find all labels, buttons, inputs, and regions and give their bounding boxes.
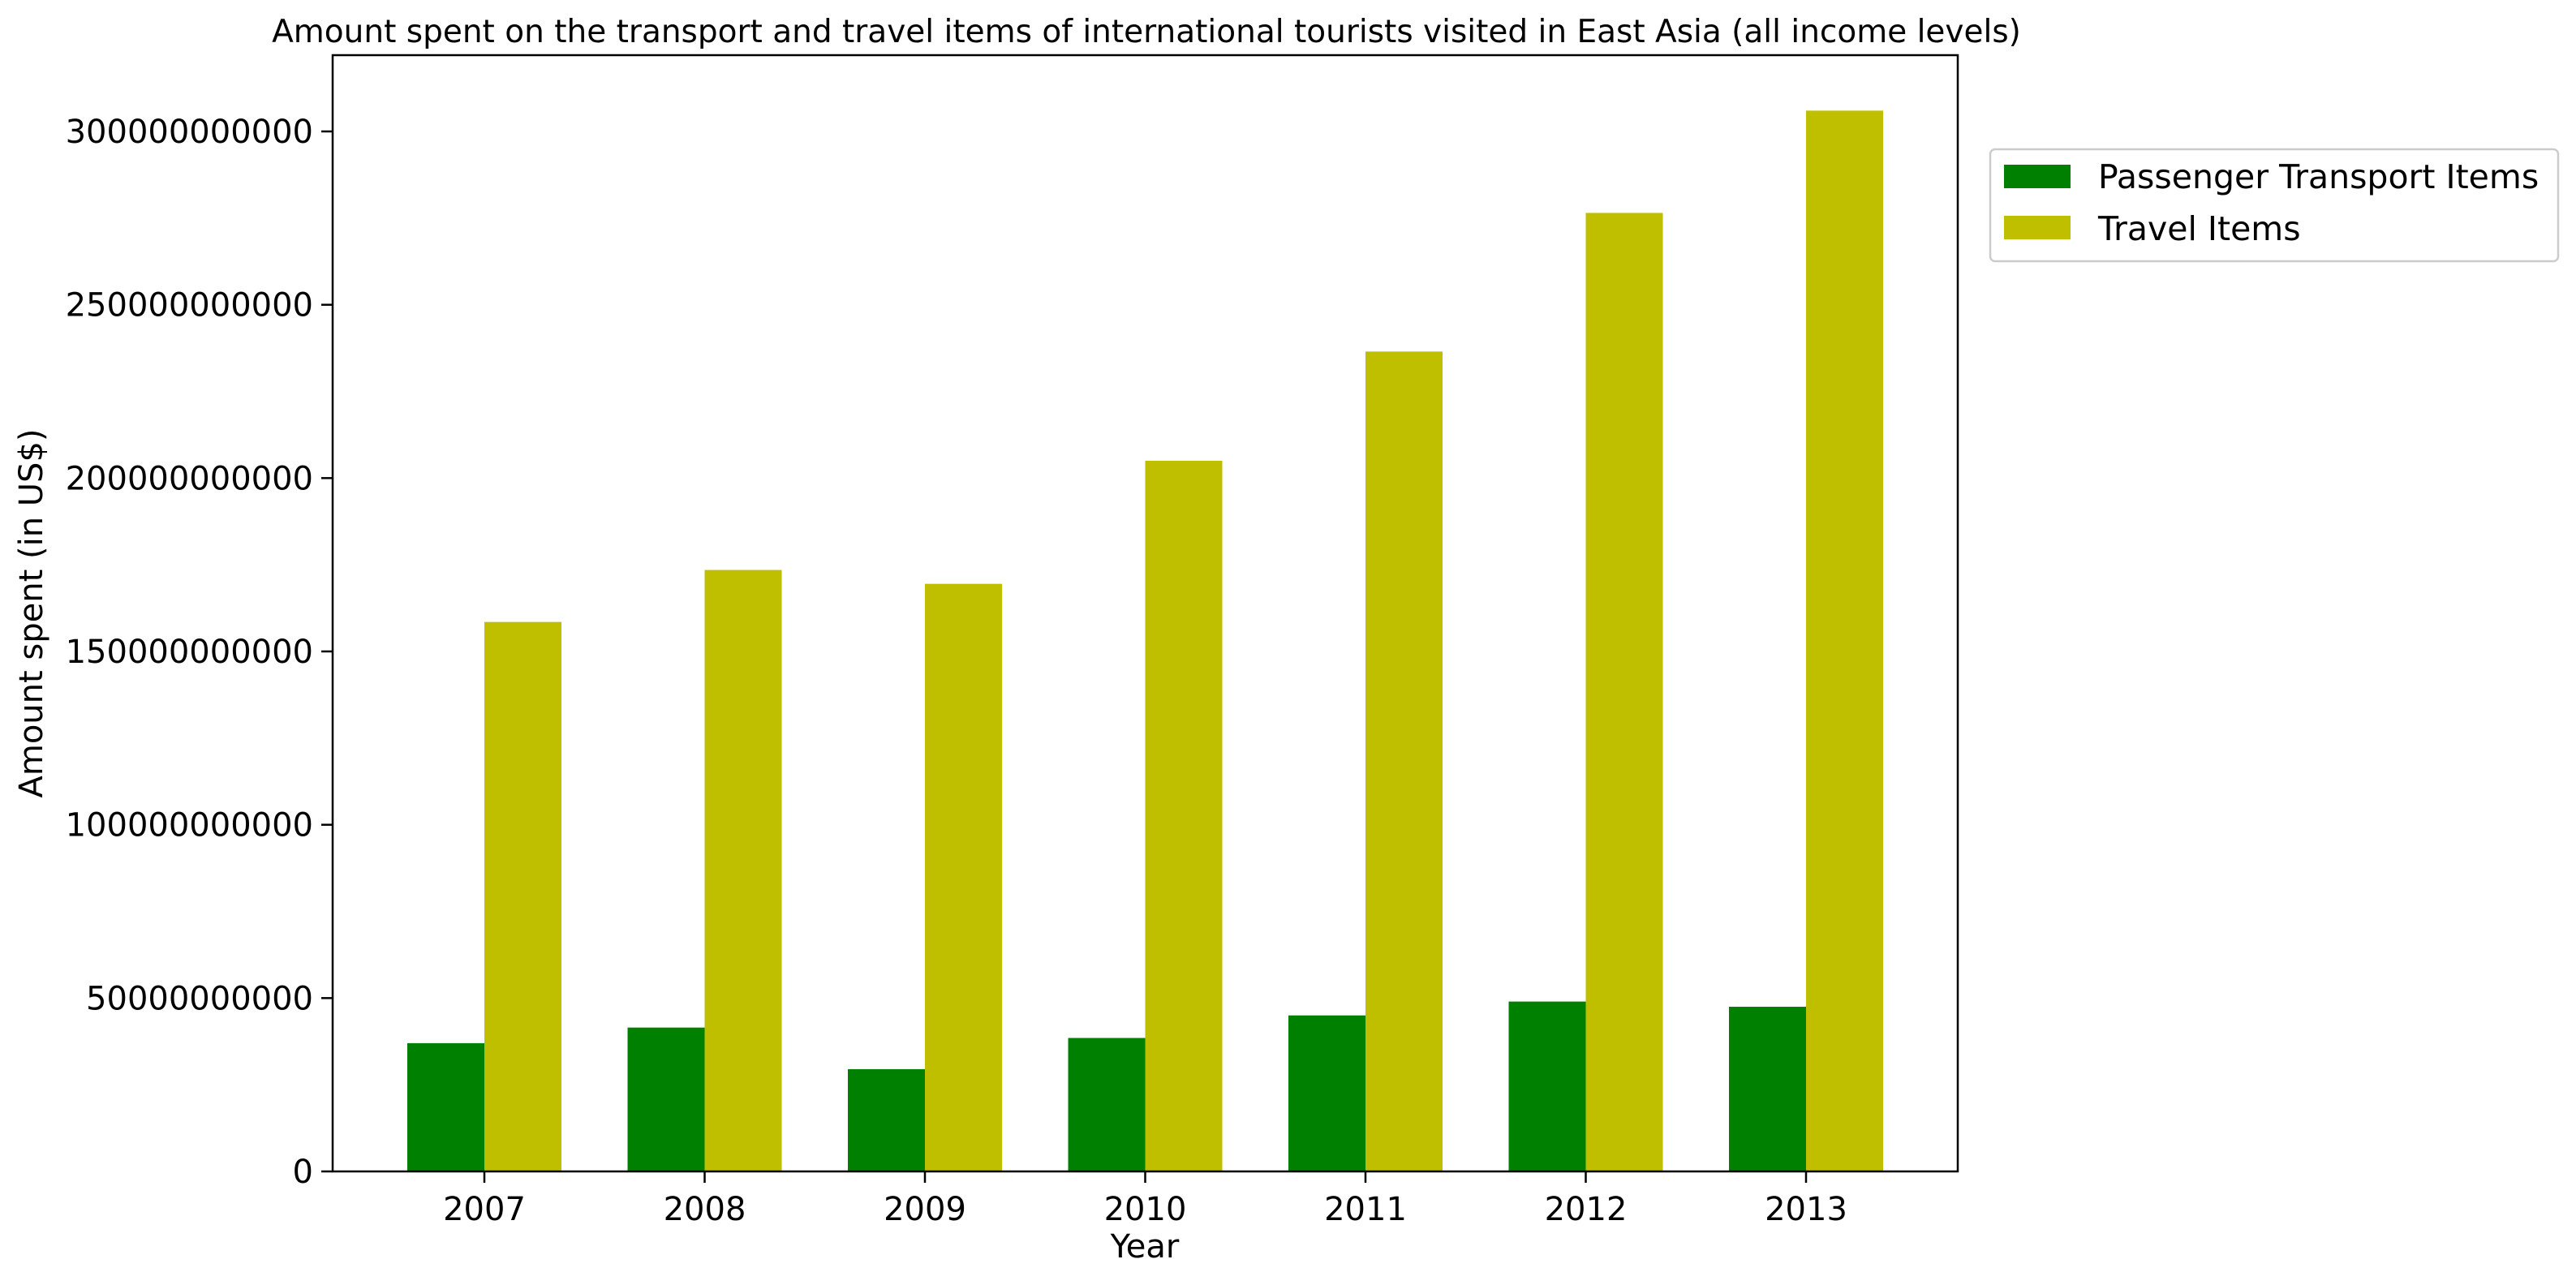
bar-travel-items-2007 bbox=[484, 621, 561, 1171]
bars-layer bbox=[407, 110, 1883, 1171]
bar-travel-items-2011 bbox=[1365, 351, 1443, 1171]
y-tick-label: 100000000000 bbox=[66, 807, 313, 844]
x-tick-label-2008: 2008 bbox=[664, 1191, 746, 1228]
y-tick-label: 200000000000 bbox=[66, 460, 313, 497]
bar-travel-items-2010 bbox=[1145, 460, 1223, 1171]
plot-area-frame bbox=[331, 54, 1959, 1173]
bar-passenger-transport-items-2009 bbox=[848, 1068, 925, 1171]
legend-swatch-passenger-transport bbox=[2004, 165, 2071, 188]
y-tick-label: 0 bbox=[293, 1154, 313, 1191]
bar-travel-items-2012 bbox=[1585, 213, 1663, 1171]
bar-passenger-transport-items-2013 bbox=[1729, 1007, 1806, 1171]
bar-travel-items-2008 bbox=[704, 569, 782, 1171]
x-tick-label-2007: 2007 bbox=[443, 1191, 526, 1228]
x-tick-label-2010: 2010 bbox=[1104, 1191, 1187, 1228]
y-tick-label: 50000000000 bbox=[86, 980, 313, 1017]
chart-title: Amount spent on the transport and travel… bbox=[272, 14, 2021, 50]
bar-passenger-transport-items-2011 bbox=[1288, 1015, 1365, 1171]
x-tick-label-2012: 2012 bbox=[1545, 1191, 1628, 1228]
y-axis-ticks: 0 50000000000 100000000000 150000000000 2000… bbox=[66, 114, 333, 1191]
x-tick-label-2011: 2011 bbox=[1324, 1191, 1407, 1228]
legend-swatch-travel bbox=[2004, 216, 2071, 239]
bar-passenger-transport-items-2012 bbox=[1508, 1001, 1586, 1171]
x-tick-label-2009: 2009 bbox=[884, 1191, 966, 1228]
y-axis-label: Amount spent (in US$) bbox=[13, 429, 50, 798]
bar-travel-items-2013 bbox=[1806, 110, 1883, 1171]
y-tick-label: 150000000000 bbox=[66, 634, 313, 671]
x-axis-label: Year bbox=[1110, 1228, 1180, 1266]
legend-frame bbox=[1989, 148, 2560, 263]
x-tick-label-2013: 2013 bbox=[1765, 1191, 1847, 1228]
bar-travel-items-2009 bbox=[925, 583, 1002, 1171]
legend-label-travel: Travel Items bbox=[2097, 209, 2301, 248]
x-axis-ticks: 2007 2008 2009 2010 2011 2012 2013 bbox=[443, 1171, 1847, 1228]
bar-passenger-transport-items-2007 bbox=[407, 1042, 484, 1171]
legend-label-passenger-transport: Passenger Transport Items bbox=[2098, 157, 2539, 196]
bar-passenger-transport-items-2010 bbox=[1068, 1038, 1146, 1171]
y-tick-label: 300000000000 bbox=[66, 114, 313, 151]
bar-passenger-transport-items-2008 bbox=[627, 1027, 705, 1171]
y-tick-label: 250000000000 bbox=[66, 287, 313, 324]
legend: Passenger Transport Items Travel Items bbox=[1989, 148, 2560, 263]
